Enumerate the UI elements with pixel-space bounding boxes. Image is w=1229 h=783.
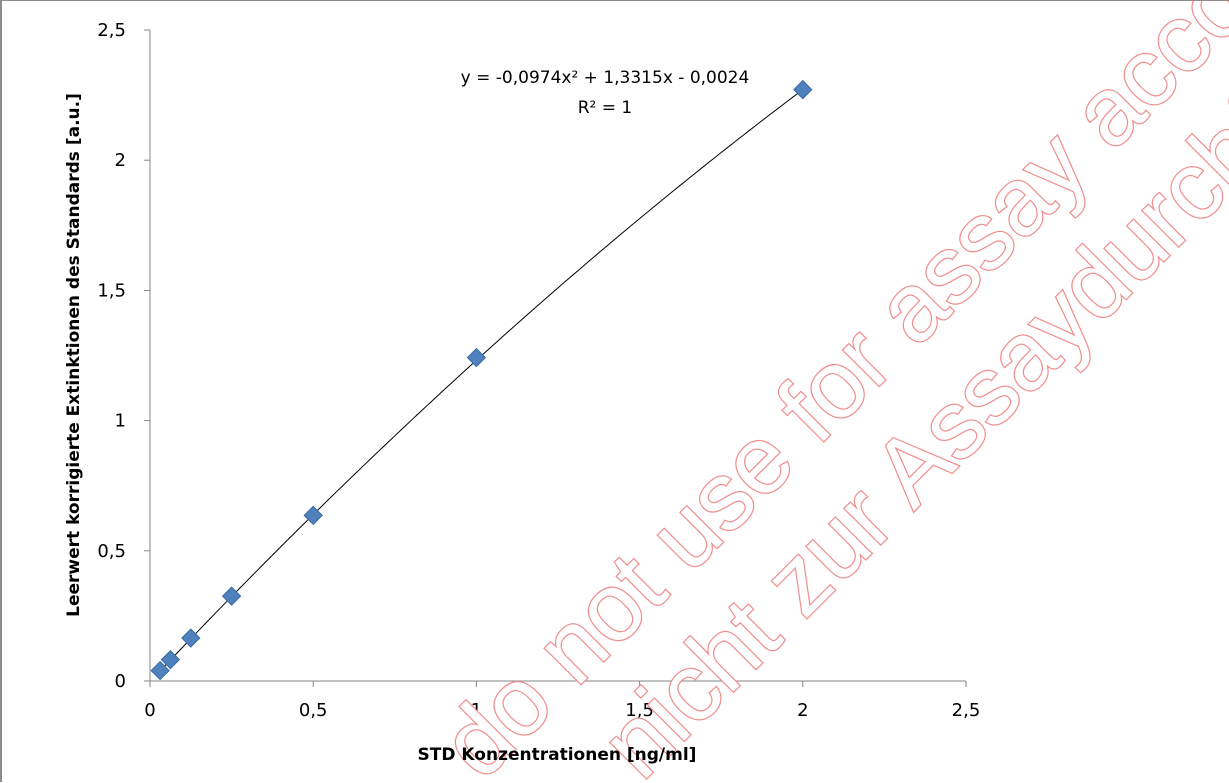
y-ticks: 0 0,5 1 1,5 2 2,5 — [97, 20, 150, 692]
data-point — [181, 628, 201, 648]
x-tick-label: 0,5 — [299, 700, 328, 721]
y-tick-label: 2,5 — [97, 20, 126, 41]
x-tick-label: 2,5 — [952, 700, 981, 721]
trendline-r2: R² = 1 — [578, 98, 633, 118]
x-ticks: 0 0,5 1 1,5 2 2,5 — [144, 681, 980, 721]
y-tick-label: 1 — [115, 411, 126, 432]
y-tick-label: 0,5 — [97, 541, 126, 562]
data-points — [150, 79, 813, 681]
x-tick-label: 2 — [797, 700, 808, 721]
watermark-line-1: do not use for assay accomplishment — [421, 1, 1229, 783]
data-point — [303, 505, 323, 526]
x-tick-label: 1,5 — [625, 700, 654, 721]
trendline-equation: y = -0,0974x² + 1,3315x - 0,0024 — [461, 68, 750, 88]
data-point — [160, 649, 181, 670]
data-point — [466, 347, 487, 368]
axes — [149, 30, 966, 682]
x-tick-label: 1 — [471, 700, 482, 721]
x-axis-title: STD Konzentrationen [ng/ml] — [418, 745, 697, 765]
data-point — [150, 660, 170, 681]
watermark: do not use for assay accomplishment nich… — [420, 1, 1229, 783]
x-tick-label: 0 — [144, 700, 155, 721]
y-tick-label: 2 — [115, 150, 126, 171]
y-tick-label: 1,5 — [97, 280, 126, 301]
y-tick-label: 0 — [115, 671, 126, 692]
data-point — [221, 586, 242, 606]
y-axis-title: Leerwert korrigierte Extinktionen des St… — [64, 93, 84, 617]
data-point — [793, 79, 813, 100]
